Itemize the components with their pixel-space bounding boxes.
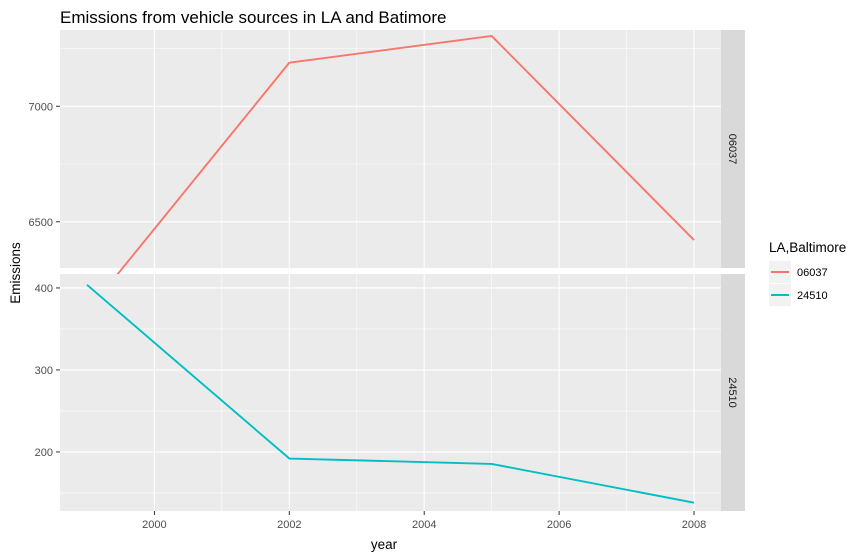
legend-item-24510: 24510 xyxy=(769,284,828,306)
facet-strip xyxy=(721,274,745,511)
facet-strip xyxy=(721,30,745,268)
legend-label: 06037 xyxy=(797,267,828,279)
x-tick-label: 2006 xyxy=(547,519,571,531)
series-line-06037 xyxy=(86,35,695,313)
x-tick-label: 2004 xyxy=(412,519,436,531)
panel-background xyxy=(60,274,721,511)
y-tick-label: 6500 xyxy=(29,217,53,229)
x-axis: 2000 2002 2004 2006 2008 xyxy=(142,511,706,531)
legend-title: LA,Baltimore xyxy=(769,240,846,255)
x-axis-label: year xyxy=(371,537,398,552)
facet-strip-label: 24510 xyxy=(726,377,738,408)
y-tick-label: 400 xyxy=(35,283,53,295)
legend-item-06037: 06037 xyxy=(769,261,828,283)
facet-strip-label: 06037 xyxy=(726,134,738,165)
y-tick-label: 300 xyxy=(35,365,53,377)
facet-panel-24510: 200 300 400 24510 xyxy=(35,274,745,511)
y-tick-label: 200 xyxy=(35,447,53,459)
x-tick-label: 2000 xyxy=(142,519,166,531)
y-tick-label: 7000 xyxy=(29,101,53,113)
x-tick-label: 2002 xyxy=(277,519,301,531)
facet-panel-06037: 6500 7000 06037 xyxy=(29,30,745,313)
x-tick-label: 2008 xyxy=(682,519,706,531)
panel-background xyxy=(60,30,721,268)
series-line-24510 xyxy=(86,284,695,504)
legend-label: 24510 xyxy=(797,290,828,302)
y-axis-label: Emissions xyxy=(8,242,23,304)
legend: LA,Baltimore 06037 24510 xyxy=(769,240,846,306)
chart-title: Emissions from vehicle sources in LA and… xyxy=(60,8,446,27)
